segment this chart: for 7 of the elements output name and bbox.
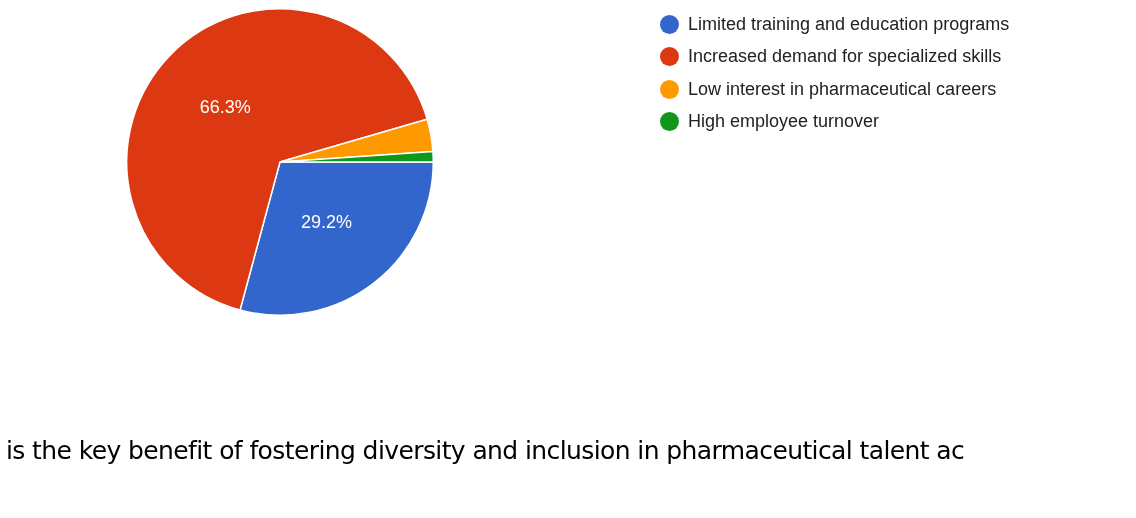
data-label: 66.3%	[199, 97, 251, 118]
data-label: 29.2%	[301, 211, 353, 232]
text: is the key benefit of fostering diversity and inclusion in pharmaceutical talent ac	[6, 436, 965, 465]
legend-label: Increased demand for specialized skills	[688, 46, 1002, 68]
legend-label: High employee turnover	[688, 111, 880, 133]
legend-label: Low interest in pharmaceutical careers	[688, 78, 997, 100]
legend-label: Limited training and education programs	[688, 13, 1010, 35]
